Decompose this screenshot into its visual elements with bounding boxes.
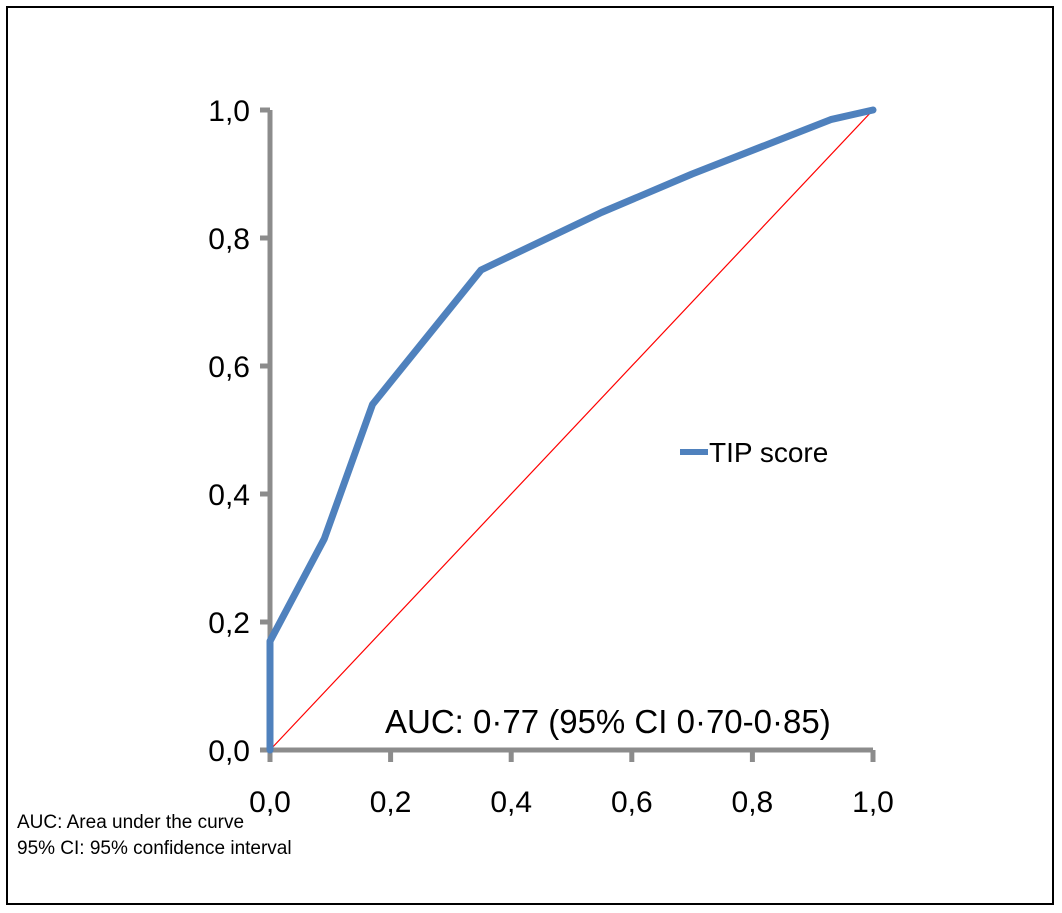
tick-labels: 0,0 0,2 0,4 0,6 0,8 1,0 0,0 0,2 0,4 0,6 0,8 1,0: [208, 95, 894, 819]
reference-line: [269, 109, 874, 751]
x-tick-label: 0,6: [611, 786, 653, 819]
x-tick-label: 0,2: [370, 786, 412, 819]
y-tick-label: 0,0: [208, 735, 250, 768]
x-tick-label: 0,0: [249, 786, 291, 819]
series: [266, 106, 877, 754]
y-tick-label: 0,2: [208, 607, 250, 640]
y-tick-label: 0,4: [208, 479, 250, 512]
y-tick-label: 0,8: [208, 223, 250, 256]
series-line-tip-score: [266, 106, 877, 754]
x-tick-label: 0,4: [490, 786, 532, 819]
x-tick-label: 1,0: [852, 786, 894, 819]
y-tick-label: 1,0: [208, 95, 250, 128]
auc-annotation: AUC: 0·77 (95% CI 0·70-0·85): [385, 703, 831, 740]
x-tick-label: 0,8: [732, 786, 774, 819]
legend-label-tip-score: TIP score: [709, 437, 828, 468]
footnote-ci: 95% CI: 95% confidence interval: [17, 838, 292, 859]
legend: TIP score: [680, 437, 828, 468]
footnote-auc: AUC: Area under the curve: [17, 812, 245, 833]
y-tick-label: 0,6: [208, 351, 250, 384]
chart-frame: [6, 6, 1054, 905]
